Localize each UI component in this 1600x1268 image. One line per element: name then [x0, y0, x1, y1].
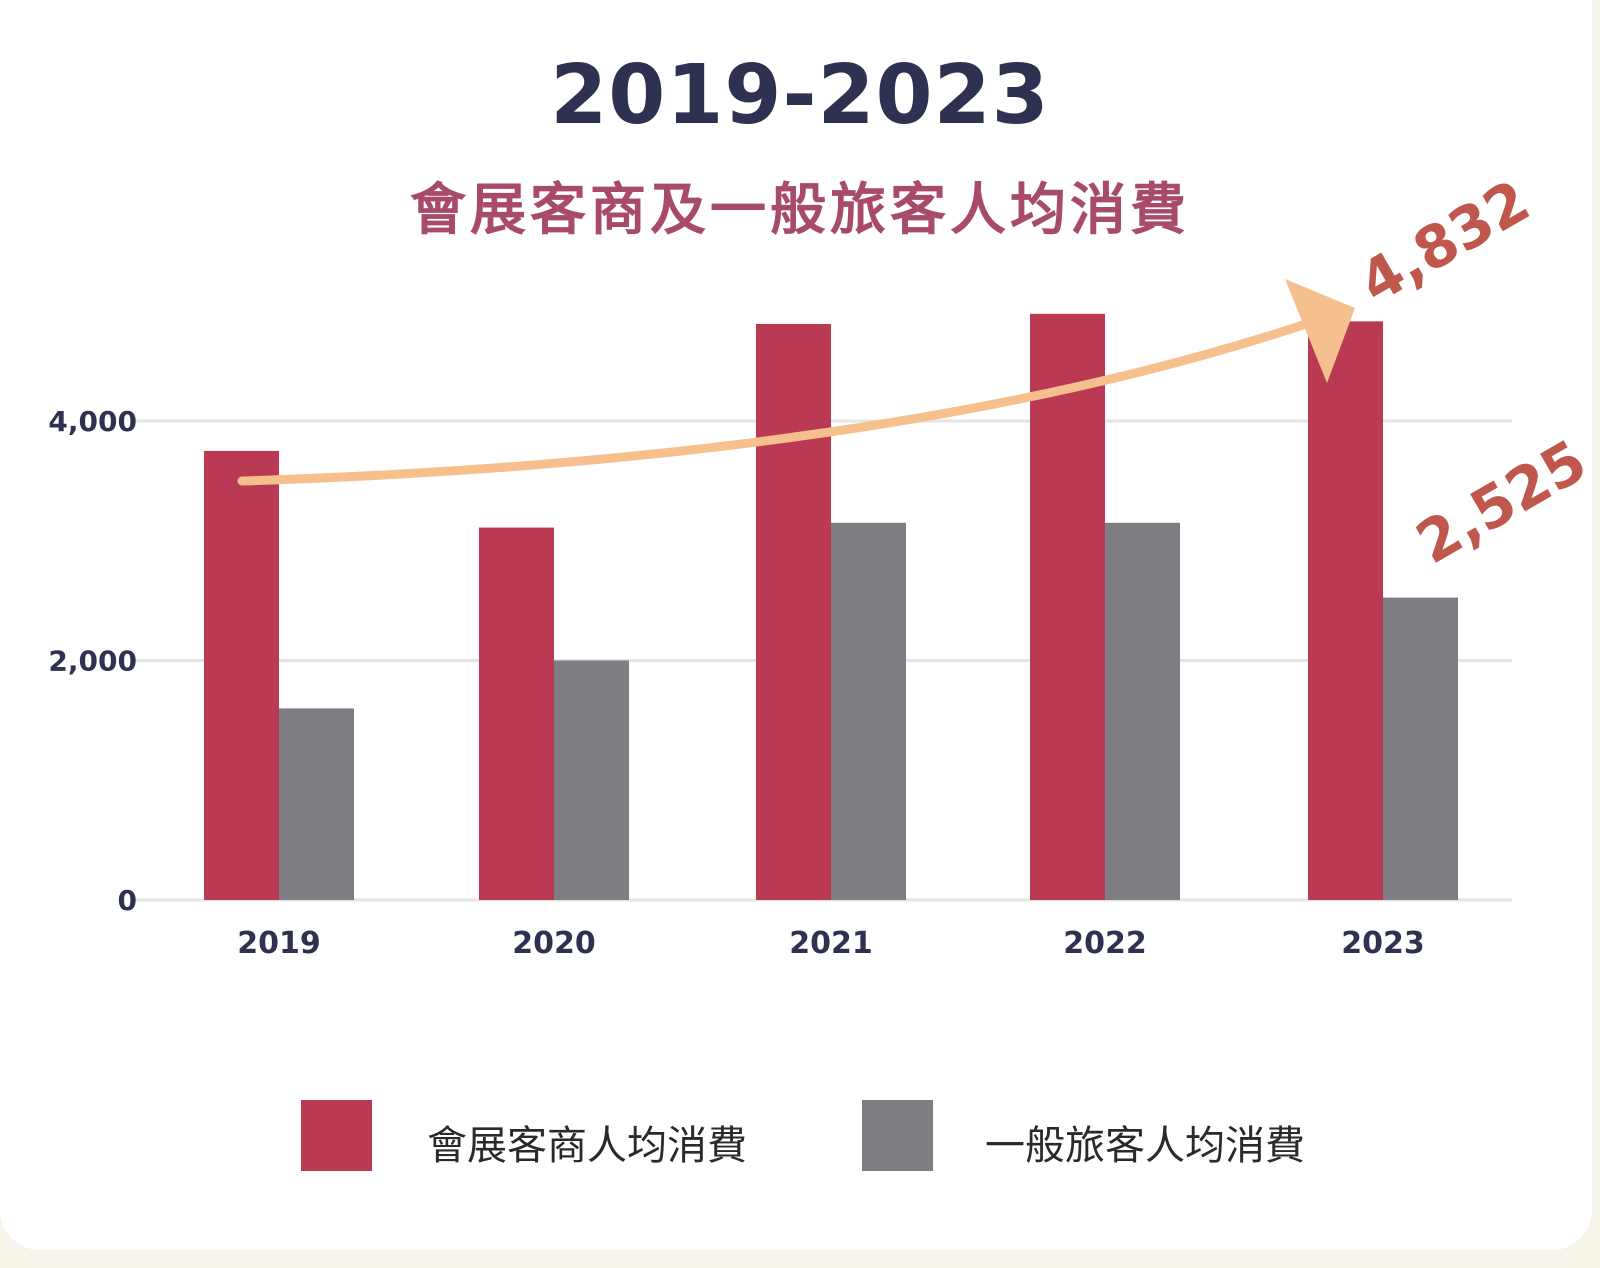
- bar-tourists-2020: [554, 660, 629, 900]
- x-tick-label: 2022: [1063, 926, 1147, 961]
- bar-tourists-2019: [279, 708, 354, 900]
- bar-tourists-2023: [1383, 597, 1458, 900]
- y-tick-label: 0: [118, 884, 137, 917]
- legend-label-exhibitors: 會展客商人均消費: [427, 1123, 747, 1169]
- y-tick-label: 4,000: [48, 405, 137, 438]
- trend-arrow-line: [237, 317, 1317, 486]
- x-tick-label: 2020: [512, 926, 596, 961]
- legend-label-tourists: 一般旅客人均消費: [985, 1123, 1305, 1169]
- legend-swatch-tourists: [862, 1100, 933, 1171]
- bar-exhibitors-2021: [756, 324, 831, 900]
- bar-exhibitors-2020: [479, 527, 554, 900]
- trend-arrow-head: [1285, 279, 1355, 383]
- bar-exhibitors-2019: [204, 450, 279, 900]
- y-tick-label: 2,000: [48, 645, 137, 678]
- bar-tourists-2021: [831, 522, 906, 900]
- x-tick-label: 2021: [789, 926, 873, 961]
- chart-subtitle: 會展客商及一般旅客人均消費: [410, 178, 1190, 243]
- bar-exhibitors-2022: [1030, 313, 1105, 901]
- value-annotation: 2,525: [1405, 427, 1598, 578]
- bar-exhibitors-2023: [1308, 321, 1383, 900]
- chart-title: 2019-2023: [550, 48, 1050, 143]
- legend-swatch-exhibitors: [301, 1100, 372, 1171]
- bar-tourists-2022: [1105, 522, 1180, 900]
- value-annotation: 4,832: [1348, 167, 1541, 318]
- x-tick-label: 2019: [237, 926, 321, 961]
- x-tick-label: 2023: [1341, 926, 1425, 961]
